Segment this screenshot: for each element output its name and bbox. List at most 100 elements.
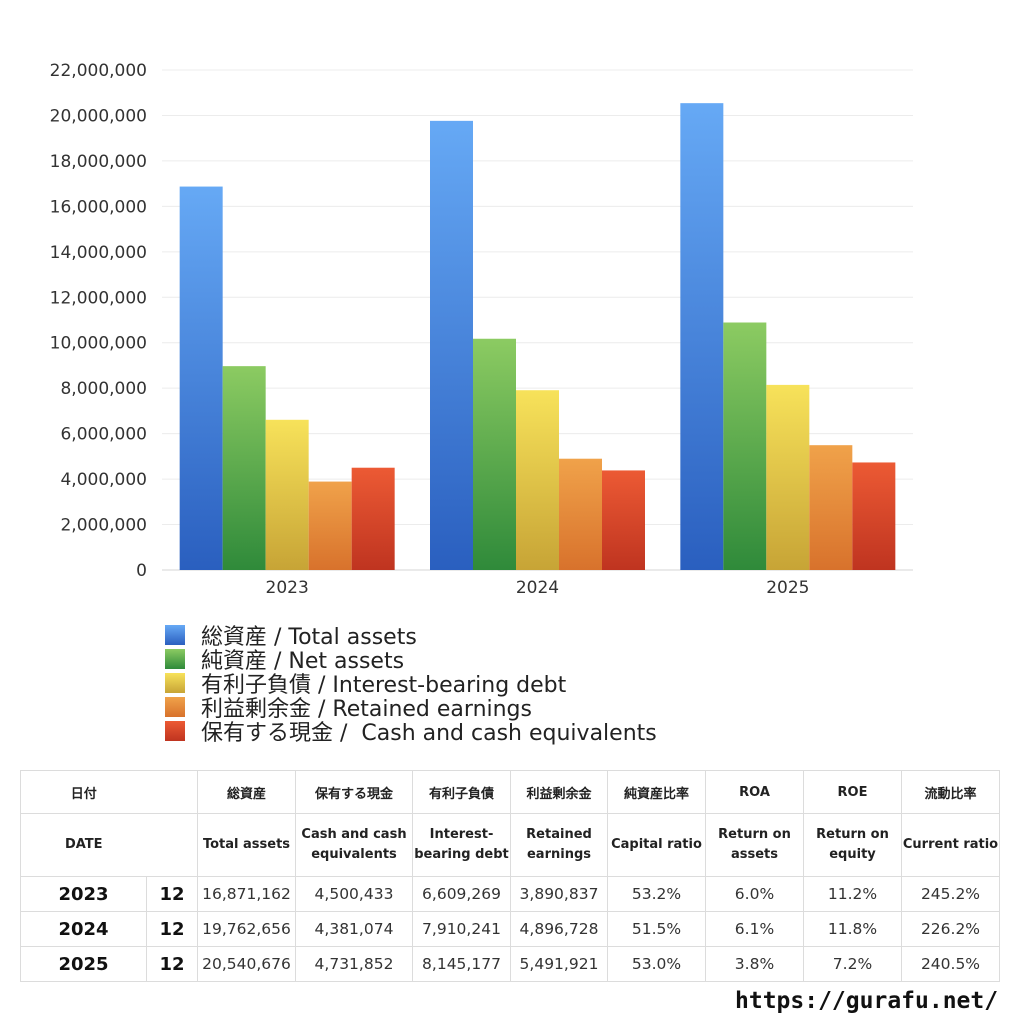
y-tick-label: 6,000,000 xyxy=(60,425,147,445)
current-ratio-cell: 226.2% xyxy=(901,911,1000,947)
legend-item-retained-earnings: 利益剰余金 / Retained earnings xyxy=(165,695,657,722)
header-cell: 利益剰余金 xyxy=(510,770,608,814)
retained-cell: 3,890,837 xyxy=(510,876,608,912)
total-assets-cell: 20,540,676 xyxy=(197,946,296,982)
capital-ratio-cell: 53.2% xyxy=(607,876,706,912)
site-url: https://gurafu.net/ xyxy=(735,988,999,1014)
header-cell: ROA xyxy=(705,770,804,814)
roe-cell: 11.2% xyxy=(803,876,902,912)
legend-label: 純資産 / Net assets xyxy=(201,649,405,674)
bar-2024-series-2 xyxy=(516,390,559,570)
bar-2024-series-4 xyxy=(602,470,645,570)
legend-swatch xyxy=(165,697,185,717)
month-cell: 12 xyxy=(146,876,198,912)
legend-label: 利益剰余金 / Retained earnings xyxy=(201,697,532,722)
table-row: 2023 12 16,871,162 4,500,433 6,609,269 3… xyxy=(20,876,1000,912)
retained-cell: 5,491,921 xyxy=(510,946,608,982)
total-assets-cell: 19,762,656 xyxy=(197,911,296,947)
current-ratio-cell: 240.5% xyxy=(901,946,1000,982)
header-cell xyxy=(146,813,198,877)
header-cell: DATE xyxy=(20,813,147,877)
bar-2025-series-3 xyxy=(809,445,853,570)
legend-item-total-assets: 総資産 / Total assets xyxy=(165,623,657,650)
header-cell: 日付 xyxy=(20,770,147,814)
y-tick-label: 2,000,000 xyxy=(60,516,147,536)
y-tick-label: 20,000,000 xyxy=(50,106,147,126)
header-cell: 有利子負債 xyxy=(412,770,511,814)
table-header-jp: 日付 総資産 保有する現金 有利子負債 利益剰余金 純資産比率 ROA ROE … xyxy=(20,770,1000,814)
header-cell: Return on equity xyxy=(803,813,902,877)
header-cell: Capital ratio xyxy=(607,813,706,877)
table-header-en: DATE Total assets Cash and cash equivale… xyxy=(20,813,1000,877)
legend-item-interest-bearing-debt: 有利子負債 / Interest-bearing debt xyxy=(165,671,657,698)
retained-cell: 4,896,728 xyxy=(510,911,608,947)
debt-cell: 6,609,269 xyxy=(412,876,511,912)
legend-swatch xyxy=(165,649,185,669)
bar-chart: 0 2,000,000 4,000,000 6,000,000 8,000,000 10,… xyxy=(50,61,913,598)
legend: 総資産 / Total assets 純資産 / Net assets 有利子負… xyxy=(165,623,657,746)
table-row: 2025 12 20,540,676 4,731,852 8,145,177 5… xyxy=(20,946,1000,982)
legend-swatch xyxy=(165,673,185,693)
roa-cell: 6.1% xyxy=(705,911,804,947)
cash-cell: 4,731,852 xyxy=(295,946,413,982)
bar-2025-series-2 xyxy=(766,384,810,570)
legend-swatch xyxy=(165,625,185,645)
year-cell: 2023 xyxy=(20,876,147,912)
bar-2023-series-0 xyxy=(179,186,223,570)
cash-cell: 4,381,074 xyxy=(295,911,413,947)
roa-cell: 6.0% xyxy=(705,876,804,912)
y-tick-label: 8,000,000 xyxy=(60,379,147,399)
bar-2023-series-2 xyxy=(265,419,309,570)
roe-cell: 7.2% xyxy=(803,946,902,982)
y-tick-label: 18,000,000 xyxy=(50,152,147,172)
header-cell: 流動比率 xyxy=(901,770,1000,814)
capital-ratio-cell: 51.5% xyxy=(607,911,706,947)
legend-label: 総資産 / Total assets xyxy=(201,625,417,650)
y-tick-label: 10,000,000 xyxy=(50,334,147,354)
x-axis-ticks: 2023 2024 2025 xyxy=(266,578,810,598)
header-cell: Total assets xyxy=(197,813,296,877)
header-cell: 純資産比率 xyxy=(607,770,706,814)
header-cell: Current ratio xyxy=(901,813,1000,877)
legend-label: 有利子負債 / Interest-bearing debt xyxy=(201,673,567,698)
y-tick-label: 12,000,000 xyxy=(50,288,147,308)
month-cell: 12 xyxy=(146,911,198,947)
debt-cell: 8,145,177 xyxy=(412,946,511,982)
legend-swatch xyxy=(165,721,185,741)
table-row: 2024 12 19,762,656 4,381,074 7,910,241 4… xyxy=(20,911,1000,947)
header-cell xyxy=(146,770,198,814)
bar-2024-series-1 xyxy=(473,338,516,570)
capital-ratio-cell: 53.0% xyxy=(607,946,706,982)
roe-cell: 11.8% xyxy=(803,911,902,947)
bar-2024-series-0 xyxy=(430,120,473,570)
bar-2023-series-1 xyxy=(222,366,266,570)
header-cell: Return on assets xyxy=(705,813,804,877)
bar-2024-series-3 xyxy=(559,458,602,570)
month-cell: 12 xyxy=(146,946,198,982)
y-tick-label: 22,000,000 xyxy=(50,61,147,81)
legend-item-cash: 保有する現金 / Cash and cash equivalents xyxy=(165,719,657,746)
y-tick-label: 14,000,000 xyxy=(50,243,147,263)
legend-label: 保有する現金 / Cash and cash equivalents xyxy=(201,721,657,746)
x-tick-label: 2023 xyxy=(266,578,309,598)
year-cell: 2024 xyxy=(20,911,147,947)
year-cell: 2025 xyxy=(20,946,147,982)
current-ratio-cell: 245.2% xyxy=(901,876,1000,912)
total-assets-cell: 16,871,162 xyxy=(197,876,296,912)
financial-table: 日付 総資産 保有する現金 有利子負債 利益剰余金 純資産比率 ROA ROE … xyxy=(20,770,1000,982)
bar-2025-series-4 xyxy=(852,462,896,570)
x-tick-label: 2024 xyxy=(516,578,559,598)
legend-item-net-assets: 純資産 / Net assets xyxy=(165,647,657,674)
roa-cell: 3.8% xyxy=(705,946,804,982)
bar-2023-series-3 xyxy=(308,481,352,570)
header-cell: Retained earnings xyxy=(510,813,608,877)
bar-2025-series-1 xyxy=(723,322,767,570)
y-tick-label: 0 xyxy=(136,561,147,581)
y-tick-label: 4,000,000 xyxy=(60,470,147,490)
bar-2025-series-0 xyxy=(680,103,724,571)
bars xyxy=(179,103,896,571)
cash-cell: 4,500,433 xyxy=(295,876,413,912)
header-cell: Cash and cash equivalents xyxy=(295,813,413,877)
x-tick-label: 2025 xyxy=(766,578,809,598)
header-cell: Interest-bearing debt xyxy=(412,813,511,877)
